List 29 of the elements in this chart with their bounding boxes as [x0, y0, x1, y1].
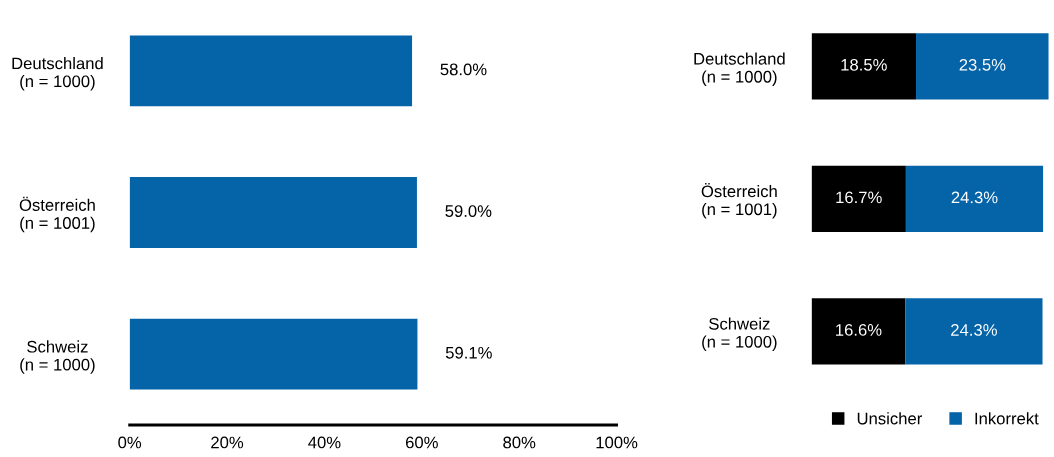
data-label: 16.6%: [836, 324, 882, 336]
bar: [811, 298, 906, 365]
bar: [905, 165, 1044, 232]
x-tick-label: 100%: [596, 436, 638, 449]
x-tick-label: 0%: [118, 436, 142, 449]
data-label: 24.3%: [951, 324, 997, 336]
legend-label: Inkorrekt: [975, 412, 1039, 425]
y-tick-label: Schweiz (n = 1000): [702, 317, 777, 351]
data-label: 24.3%: [951, 191, 998, 204]
x-tick-label: 40%: [308, 436, 341, 449]
bar: [811, 33, 917, 100]
data-label: 59.0%: [445, 205, 492, 217]
bar: [916, 33, 1049, 100]
y-tick-label: Österreich (n = 1001): [19, 196, 95, 233]
x-tick-label: 60%: [405, 436, 438, 449]
legend-label: Unsicher: [857, 412, 923, 425]
bar: [811, 165, 906, 232]
data-label: 18.5%: [841, 58, 887, 71]
x-tick-label: 20%: [211, 436, 244, 449]
data-label: 59.1%: [445, 346, 492, 359]
x-tick-label: 80%: [503, 436, 536, 449]
data-label: 58.0%: [440, 63, 487, 76]
y-tick-label: Österreich (n = 1001): [701, 183, 777, 219]
bar: [905, 298, 1043, 365]
y-tick-label: Deutschland (n = 1000): [12, 57, 103, 91]
y-tick-label: Deutschland (n = 1000): [694, 52, 785, 86]
data-label: 23.5%: [959, 58, 1006, 71]
data-label: 16.7%: [836, 191, 882, 204]
y-tick-label: Schweiz (n = 1000): [20, 340, 95, 374]
